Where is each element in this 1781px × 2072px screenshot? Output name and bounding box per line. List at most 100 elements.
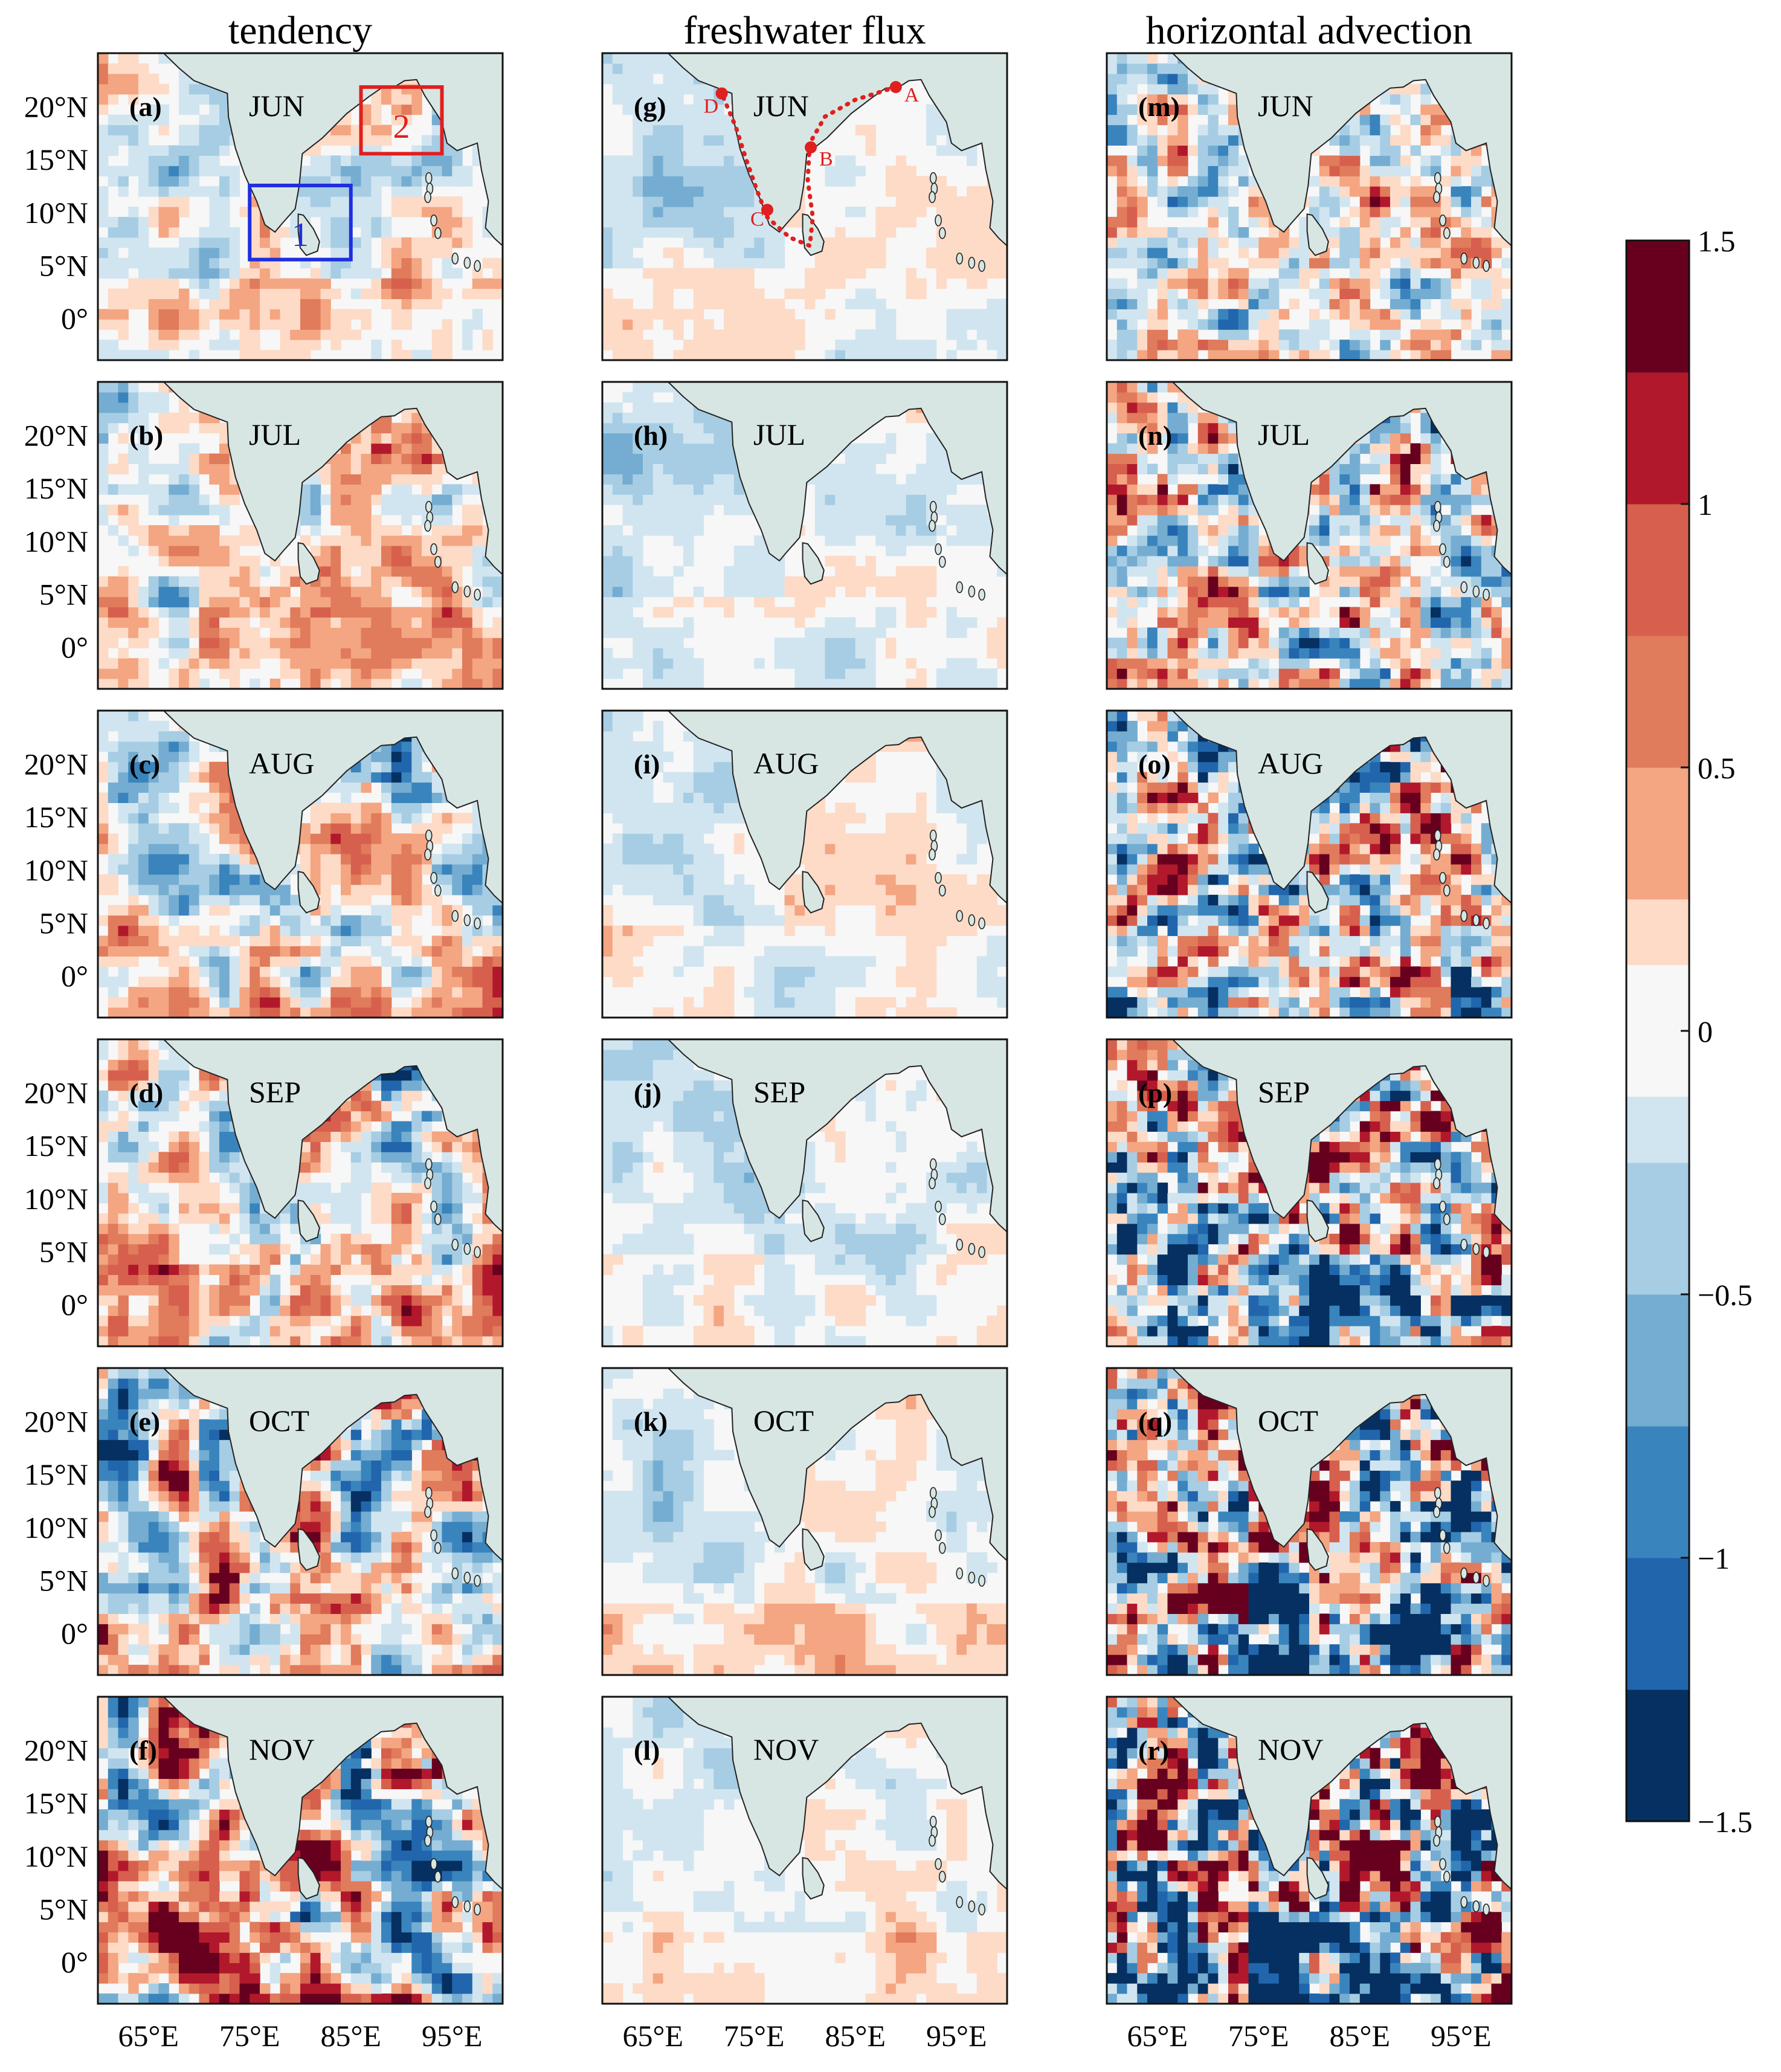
field-cell xyxy=(219,114,230,126)
field-cell xyxy=(148,1070,159,1081)
field-cell xyxy=(300,586,311,598)
field-cell xyxy=(381,956,392,967)
field-cell xyxy=(310,288,321,299)
island xyxy=(463,1572,471,1584)
field-cell xyxy=(128,443,139,454)
field-cell xyxy=(98,402,109,413)
field-cell xyxy=(472,288,483,299)
field-cell xyxy=(411,555,422,567)
field-cell xyxy=(280,668,291,679)
field-cell xyxy=(158,1388,169,1399)
field-cell xyxy=(148,772,159,783)
field-cell xyxy=(310,648,321,659)
field-cell xyxy=(148,1368,159,1379)
field-cell xyxy=(128,658,139,669)
field-cell xyxy=(250,216,260,228)
field-cell xyxy=(350,1460,362,1471)
field-cell xyxy=(452,555,463,567)
field-cell xyxy=(422,792,433,803)
field-cell xyxy=(148,792,159,803)
field-cell xyxy=(422,135,433,146)
field-cell xyxy=(280,1007,291,1018)
field-cell xyxy=(169,1480,179,1491)
panel-frame xyxy=(97,709,504,1019)
field-cell xyxy=(350,1121,362,1132)
field-cell xyxy=(209,782,220,793)
field-cell xyxy=(442,864,452,875)
field-cell xyxy=(371,278,382,289)
field-cell xyxy=(138,905,149,916)
field-cell xyxy=(442,1624,452,1635)
month-label: SEP xyxy=(249,1075,301,1109)
field-cell xyxy=(361,586,372,598)
field-cell xyxy=(411,278,422,289)
field-cell xyxy=(188,278,200,289)
field-cell xyxy=(381,1993,392,2004)
field-cell xyxy=(431,124,443,135)
field-cell xyxy=(280,894,291,906)
field-cell xyxy=(320,1193,331,1204)
field-cell xyxy=(148,1111,159,1122)
field-cell xyxy=(330,288,341,299)
field-cell xyxy=(260,288,271,299)
field-cell xyxy=(148,782,159,793)
field-cell xyxy=(330,576,341,587)
field-cell xyxy=(422,1121,433,1132)
field-cell xyxy=(239,1531,250,1543)
field-cell xyxy=(492,1665,503,1675)
field-cell xyxy=(391,884,402,896)
field-cell xyxy=(401,299,412,309)
field-cell xyxy=(169,155,179,166)
field-cell xyxy=(300,976,311,987)
field-cell xyxy=(401,1007,412,1018)
field-cell xyxy=(350,997,362,1008)
field-cell xyxy=(341,1264,352,1275)
field-cell xyxy=(188,1665,200,1675)
field-cell xyxy=(148,1090,159,1102)
field-cell xyxy=(350,1541,362,1553)
field-cell xyxy=(300,1244,311,1255)
field-cell xyxy=(118,668,129,679)
field-cell xyxy=(371,997,382,1008)
field-cell xyxy=(158,792,169,803)
field-cell xyxy=(138,1522,149,1532)
field-cell xyxy=(98,1315,109,1326)
field-cell xyxy=(188,668,200,679)
field-cell xyxy=(108,257,119,269)
field-cell xyxy=(98,145,109,156)
field-cell xyxy=(138,1193,149,1204)
field-cell xyxy=(169,145,179,156)
field-cell xyxy=(381,1460,392,1471)
field-cell xyxy=(462,1007,473,1018)
field-cell xyxy=(239,997,250,1008)
island xyxy=(474,917,481,929)
field-cell xyxy=(371,1007,382,1018)
field-cell xyxy=(411,350,422,360)
field-cell xyxy=(250,576,260,587)
field-cell xyxy=(169,1634,179,1645)
field-cell xyxy=(179,1644,190,1655)
field-cell xyxy=(462,329,473,340)
map-panel: (e) OCT xyxy=(97,1367,504,1676)
field-cell xyxy=(98,196,109,207)
field-cell xyxy=(391,494,402,505)
field-cell xyxy=(138,176,149,187)
field-cell xyxy=(320,1470,331,1481)
field-cell xyxy=(158,1295,169,1306)
field-cell xyxy=(158,1213,169,1224)
field-cell xyxy=(442,668,452,679)
field-cell xyxy=(158,1983,169,1994)
field-cell xyxy=(341,1583,352,1594)
field-cell xyxy=(118,1450,129,1460)
field-cell xyxy=(280,1336,291,1346)
field-cell xyxy=(310,474,321,485)
field-cell xyxy=(431,679,443,689)
field-cell xyxy=(371,1429,382,1441)
field-cell xyxy=(179,1562,190,1573)
field-cell xyxy=(128,1501,139,1512)
field-cell xyxy=(148,535,159,546)
field-cell xyxy=(169,627,179,638)
field-cell xyxy=(108,382,119,393)
field-cell xyxy=(422,1450,433,1460)
field-cell xyxy=(169,278,179,289)
